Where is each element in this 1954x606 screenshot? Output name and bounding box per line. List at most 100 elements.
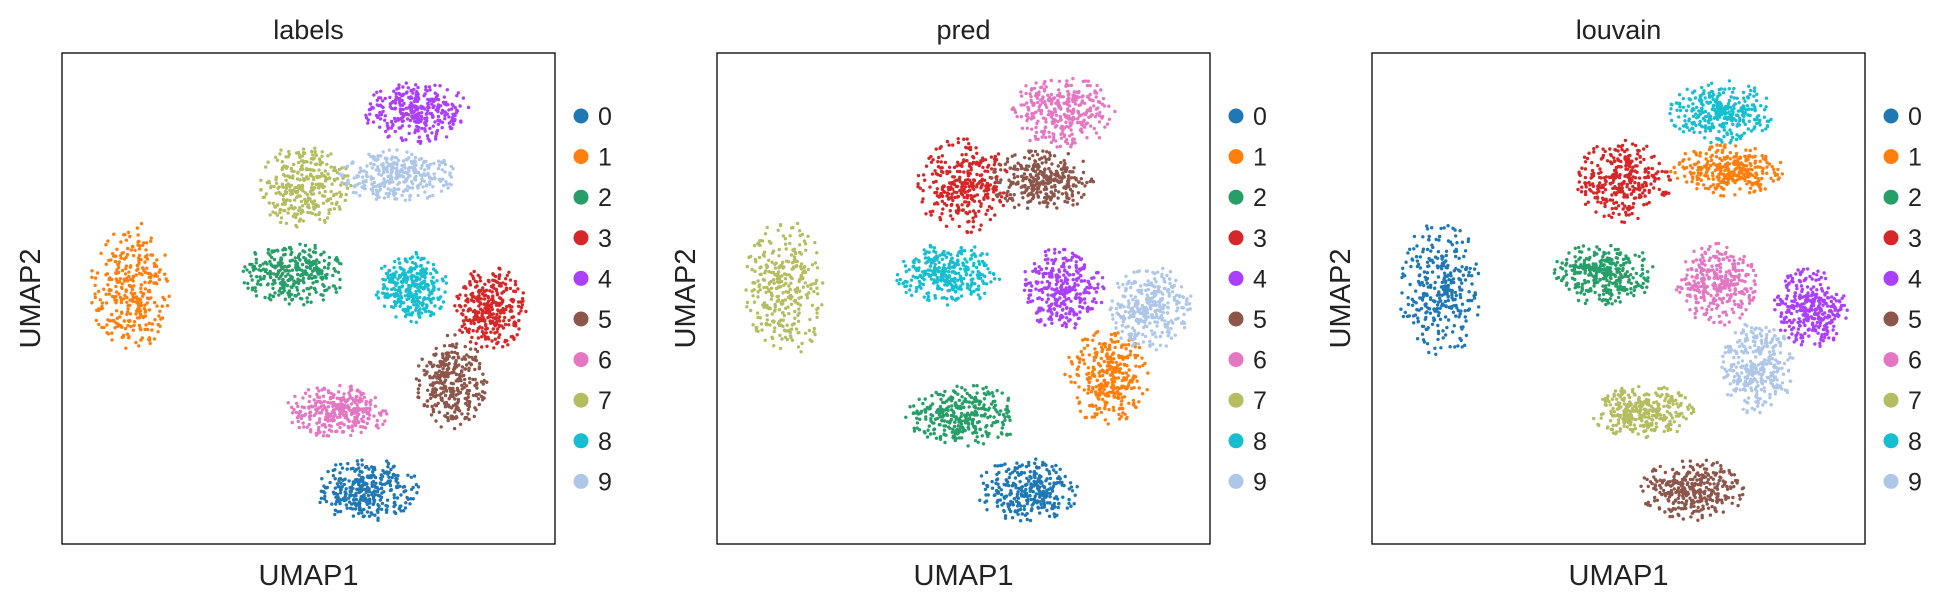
cluster-1 bbox=[90, 221, 171, 350]
data-point bbox=[496, 327, 500, 331]
data-point bbox=[401, 159, 406, 163]
data-point bbox=[938, 437, 943, 441]
data-point bbox=[413, 98, 418, 102]
data-point bbox=[485, 344, 489, 348]
data-point bbox=[381, 286, 385, 291]
data-point bbox=[978, 427, 982, 432]
data-point bbox=[484, 331, 488, 335]
data-point bbox=[945, 420, 950, 424]
data-point bbox=[977, 209, 981, 213]
data-point bbox=[1054, 273, 1058, 278]
data-point bbox=[342, 165, 346, 170]
data-point bbox=[393, 473, 397, 477]
data-point bbox=[327, 261, 331, 266]
data-point bbox=[1103, 418, 1108, 422]
data-point bbox=[403, 258, 408, 263]
data-point bbox=[420, 357, 424, 361]
data-point bbox=[1055, 206, 1059, 210]
data-point bbox=[1008, 418, 1012, 422]
data-point bbox=[305, 425, 309, 429]
data-point bbox=[358, 501, 362, 506]
data-point bbox=[1042, 495, 1047, 499]
data-point bbox=[158, 309, 162, 313]
data-point bbox=[455, 94, 459, 98]
data-point bbox=[441, 367, 445, 371]
data-point bbox=[956, 140, 961, 145]
data-point bbox=[379, 96, 383, 100]
data-point bbox=[1071, 170, 1075, 174]
data-point bbox=[272, 204, 277, 209]
data-point bbox=[972, 424, 976, 428]
data-point bbox=[948, 426, 952, 430]
data-point bbox=[444, 275, 448, 279]
data-point bbox=[975, 193, 980, 197]
data-point bbox=[372, 93, 376, 97]
data-point bbox=[1099, 345, 1104, 349]
data-point bbox=[375, 489, 380, 494]
data-point bbox=[1052, 512, 1056, 516]
data-point bbox=[942, 202, 947, 206]
data-point bbox=[264, 165, 268, 169]
data-point bbox=[313, 243, 317, 248]
data-point bbox=[354, 491, 358, 495]
data-point bbox=[359, 430, 363, 435]
data-point bbox=[384, 129, 388, 134]
data-point bbox=[464, 318, 468, 322]
data-point bbox=[365, 502, 369, 506]
data-point bbox=[1047, 472, 1052, 476]
data-point bbox=[1039, 319, 1043, 323]
data-point bbox=[338, 471, 342, 475]
data-point bbox=[474, 341, 478, 346]
data-point bbox=[1099, 410, 1104, 415]
data-point bbox=[306, 388, 311, 392]
data-point bbox=[415, 124, 419, 129]
data-point bbox=[480, 309, 485, 313]
data-point bbox=[398, 92, 402, 97]
data-point bbox=[496, 301, 500, 306]
data-point bbox=[438, 118, 442, 123]
data-point bbox=[308, 168, 312, 172]
data-point bbox=[987, 406, 991, 410]
data-point bbox=[1110, 377, 1114, 382]
data-point bbox=[339, 262, 343, 266]
data-point bbox=[435, 279, 439, 283]
data-point bbox=[308, 410, 313, 414]
data-point bbox=[341, 496, 346, 501]
data-point bbox=[463, 367, 467, 371]
data-point bbox=[1075, 396, 1080, 400]
data-point bbox=[935, 194, 940, 198]
data-point bbox=[440, 168, 444, 172]
data-point bbox=[281, 266, 285, 271]
data-point bbox=[315, 268, 319, 272]
data-point bbox=[131, 274, 135, 278]
data-point bbox=[1107, 407, 1111, 412]
data-point bbox=[1071, 272, 1076, 277]
data-point bbox=[314, 290, 318, 294]
data-point bbox=[135, 268, 139, 272]
data-point bbox=[1048, 307, 1053, 311]
data-point bbox=[250, 278, 254, 282]
data-point bbox=[995, 477, 1000, 481]
legend-label: 7 bbox=[598, 387, 612, 415]
data-point bbox=[1103, 381, 1108, 385]
data-point bbox=[980, 182, 985, 187]
data-point bbox=[1125, 363, 1129, 368]
data-point bbox=[331, 273, 335, 278]
data-point bbox=[1003, 462, 1007, 466]
data-point bbox=[353, 507, 358, 511]
data-point bbox=[1055, 304, 1059, 308]
data-point bbox=[981, 481, 986, 485]
data-point bbox=[1133, 353, 1137, 357]
data-point bbox=[277, 293, 281, 297]
data-point bbox=[355, 477, 359, 482]
data-point bbox=[282, 280, 286, 285]
data-point bbox=[416, 116, 421, 121]
data-point bbox=[440, 277, 445, 281]
data-point bbox=[414, 289, 418, 294]
data-point bbox=[928, 185, 932, 189]
data-point bbox=[356, 462, 360, 467]
data-point bbox=[960, 181, 965, 186]
data-point bbox=[127, 319, 131, 324]
data-point bbox=[313, 162, 318, 166]
data-point bbox=[145, 266, 149, 270]
